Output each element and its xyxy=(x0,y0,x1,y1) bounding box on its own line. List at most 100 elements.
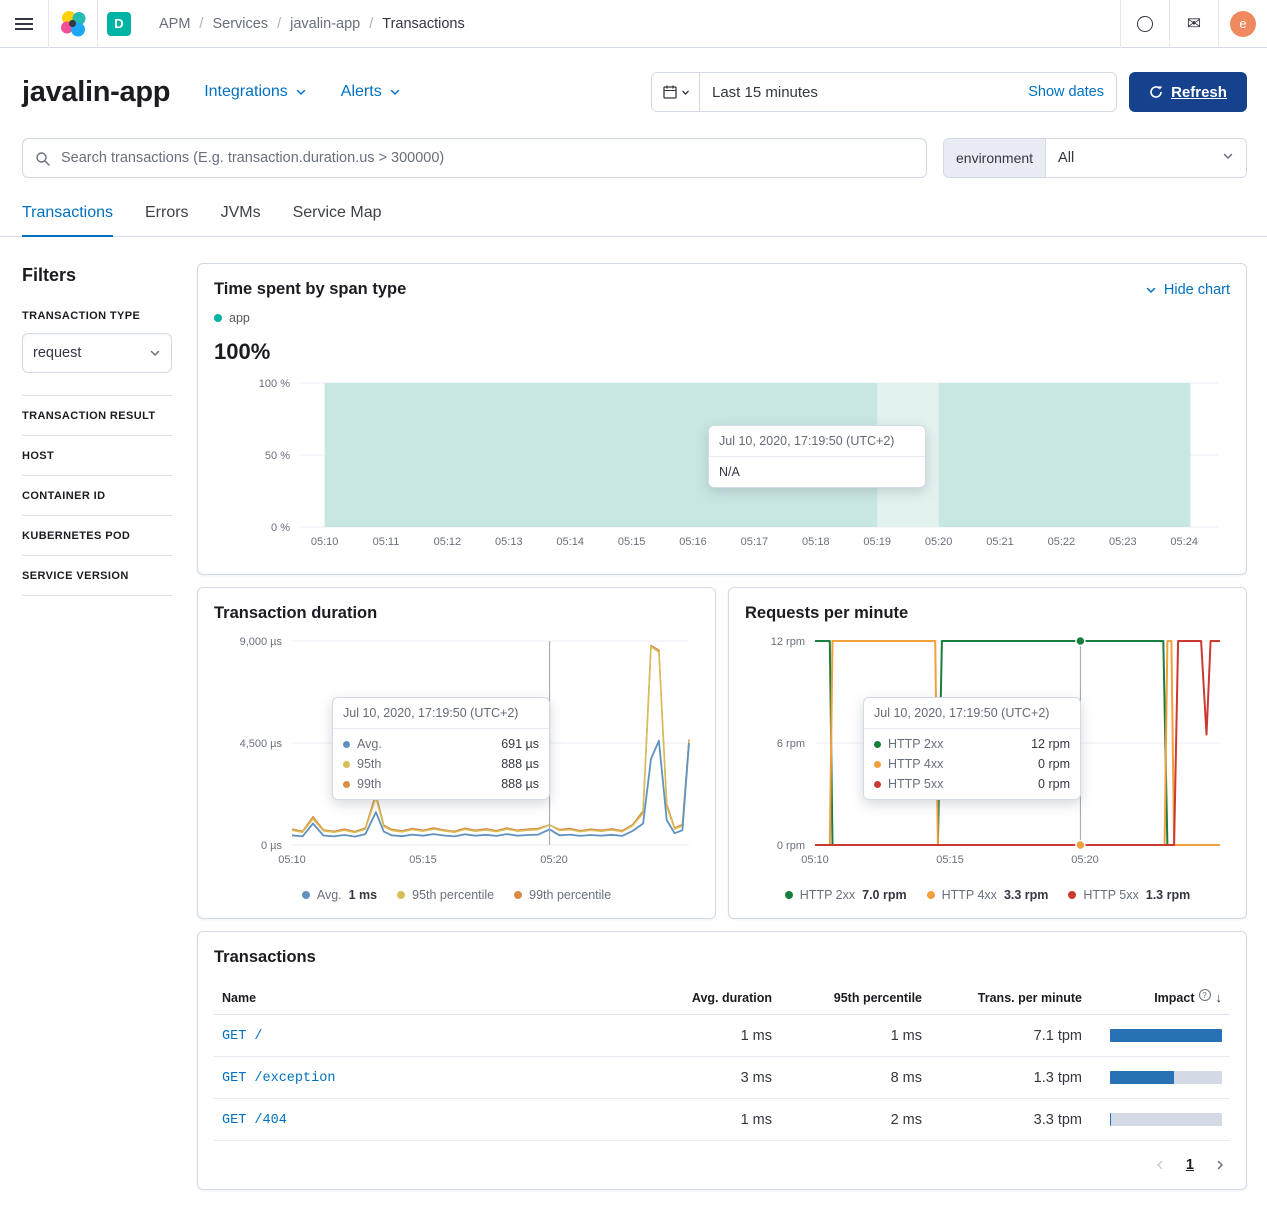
column-header-name[interactable]: Name xyxy=(214,981,650,1015)
table-row[interactable]: GET / 1 ms 1 ms 7.1 tpm xyxy=(214,1014,1230,1057)
breadcrumb-services[interactable]: Services xyxy=(212,15,269,32)
legend-item-http2xx[interactable]: HTTP 2xx 7.0 rpm xyxy=(784,888,907,902)
span-type-chart[interactable]: 100 % 50 % 0 % 05:10 05:11 05:12 05:13 05:14 05:… xyxy=(214,375,1230,558)
chart-tooltip: Jul 10, 2020, 17:19:50 (UTC+2) N/A xyxy=(708,425,926,488)
filter-section-transaction-result[interactable]: TRANSACTION RESULT xyxy=(22,396,172,436)
svg-text:05:20: 05:20 xyxy=(540,854,568,866)
filter-section-service-version[interactable]: SERVICE VERSION xyxy=(22,556,172,596)
elastic-logo-icon xyxy=(61,10,86,36)
series-dot xyxy=(343,760,350,768)
table-row[interactable]: GET /exception 3 ms 8 ms 1.3 tpm xyxy=(214,1056,1230,1099)
tooltip-row: 95th 888 µs xyxy=(333,754,549,774)
integrations-menu[interactable]: Integrations xyxy=(204,83,307,101)
legend-dot xyxy=(301,891,310,899)
transaction-duration-chart[interactable]: 9,000 µs 4,500 µs 0 µs 05:10 05:15 05:20 Jul … xyxy=(214,633,699,878)
svg-text:9,000 µs: 9,000 µs xyxy=(240,636,283,648)
tab-errors[interactable]: Errors xyxy=(145,204,189,221)
legend-dot xyxy=(514,891,523,899)
breadcrumb-service[interactable]: javalin-app xyxy=(290,15,361,32)
tab-service-map[interactable]: Service Map xyxy=(292,204,382,221)
help-button[interactable] xyxy=(1121,0,1169,48)
newsfeed-button[interactable]: ✉ xyxy=(1170,0,1218,48)
refresh-button[interactable]: Refresh xyxy=(1129,72,1247,112)
span-percent-value: 100% xyxy=(214,339,271,364)
legend-dot xyxy=(397,891,406,899)
impact-bar xyxy=(1098,1071,1222,1084)
transaction-link[interactable]: GET /404 xyxy=(222,1113,287,1128)
svg-text:0 µs: 0 µs xyxy=(261,840,283,852)
date-picker: Last 15 minutes Show dates xyxy=(651,72,1117,112)
legend-dot xyxy=(1068,891,1077,899)
svg-text:05:17: 05:17 xyxy=(741,536,769,548)
requests-per-minute-card: Requests per minute 12 rpm 6 rpm 0 rpm 05:1… xyxy=(728,587,1247,919)
tooltip-timestamp: Jul 10, 2020, 17:19:50 (UTC+2) xyxy=(864,698,1080,729)
column-header-tpm[interactable]: Trans. per minute xyxy=(930,981,1090,1015)
svg-text:05:23: 05:23 xyxy=(1109,536,1137,548)
legend-item-avg[interactable]: Avg. 1 ms xyxy=(301,888,377,902)
column-header-avg-duration[interactable]: Avg. duration xyxy=(650,981,780,1015)
service-tabs: Transactions Errors JVMs Service Map xyxy=(0,204,1267,237)
breadcrumb-separator: / xyxy=(369,15,374,32)
tooltip-row: HTTP 5xx 0 rpm xyxy=(864,774,1080,794)
tooltip-row: 99th 888 µs xyxy=(333,774,549,794)
chevron-down-icon xyxy=(681,90,689,95)
search-input[interactable] xyxy=(23,139,926,177)
next-page-button[interactable] xyxy=(1214,1159,1226,1171)
requests-per-minute-chart[interactable]: 12 rpm 6 rpm 0 rpm 05:10 05:15 05:20 Jul 10, … xyxy=(745,633,1230,878)
svg-text:05:20: 05:20 xyxy=(1071,854,1099,866)
divider xyxy=(1218,0,1219,48)
legend-item-app[interactable]: app xyxy=(214,311,1230,325)
calendar-button[interactable] xyxy=(652,73,700,111)
breadcrumb-apm[interactable]: APM xyxy=(159,15,191,32)
svg-text:05:22: 05:22 xyxy=(1048,536,1076,548)
duration-chart-title: Transaction duration xyxy=(214,604,378,622)
legend-item-http4xx[interactable]: HTTP 4xx 3.3 rpm xyxy=(926,888,1048,902)
environment-label: environment xyxy=(944,139,1047,177)
tab-jvms[interactable]: JVMs xyxy=(220,204,261,221)
column-header-impact[interactable]: Impact ? ↓ xyxy=(1090,981,1230,1015)
series-dot xyxy=(343,780,350,788)
svg-text:05:16: 05:16 xyxy=(679,536,707,548)
tab-transactions[interactable]: Transactions xyxy=(22,204,113,237)
legend-item-95th[interactable]: 95th percentile xyxy=(397,888,494,902)
legend-item-99th[interactable]: 99th percentile xyxy=(514,888,611,902)
column-header-95th[interactable]: 95th percentile xyxy=(780,981,930,1015)
help-icon xyxy=(1137,15,1153,32)
breadcrumb-separator: / xyxy=(199,15,204,32)
filter-section-container-id[interactable]: CONTAINER ID xyxy=(22,476,172,516)
prev-page-button[interactable] xyxy=(1154,1159,1166,1171)
duration-chart-canvas[interactable]: 9,000 µs 4,500 µs 0 µs 05:10 05:15 05:20 xyxy=(214,633,699,878)
time-range-button[interactable]: Last 15 minutes Show dates xyxy=(712,83,1104,101)
transaction-link[interactable]: GET / xyxy=(222,1029,263,1044)
environment-filter: environment All xyxy=(943,138,1247,178)
page-number[interactable]: 1 xyxy=(1185,1157,1194,1173)
hide-chart-button[interactable]: Hide chart xyxy=(1145,282,1230,298)
table-row[interactable]: GET /404 1 ms 2 ms 3.3 tpm xyxy=(214,1098,1230,1141)
legend-dot xyxy=(926,891,935,899)
elastic-logo[interactable] xyxy=(49,0,97,48)
filter-section-host[interactable]: HOST xyxy=(22,436,172,476)
search-icon xyxy=(35,151,51,172)
svg-text:05:15: 05:15 xyxy=(409,854,437,866)
user-menu-button[interactable]: e xyxy=(1219,0,1267,48)
filter-section-kubernetes-pod[interactable]: KUBERNETES POD xyxy=(22,516,172,556)
environment-select[interactable]: All xyxy=(1046,139,1246,177)
divider xyxy=(1169,0,1170,48)
chart-tooltip: Jul 10, 2020, 17:19:50 (UTC+2) HTTP 2xx 1… xyxy=(863,697,1081,800)
svg-text:05:14: 05:14 xyxy=(556,536,584,548)
legend-item-http5xx[interactable]: HTTP 5xx 1.3 rpm xyxy=(1068,888,1190,902)
series-dot xyxy=(874,760,881,768)
tooltip-timestamp: Jul 10, 2020, 17:19:50 (UTC+2) xyxy=(709,426,925,457)
show-dates-button[interactable]: Show dates xyxy=(1028,84,1104,100)
sort-desc-icon: ↓ xyxy=(1215,990,1223,1005)
transaction-type-select[interactable]: request xyxy=(22,333,172,373)
svg-text:05:21: 05:21 xyxy=(986,536,1014,548)
transaction-link[interactable]: GET /exception xyxy=(222,1071,336,1086)
transaction-type-label: TRANSACTION TYPE xyxy=(22,310,141,322)
alerts-menu[interactable]: Alerts xyxy=(341,83,401,101)
svg-text:05:10: 05:10 xyxy=(801,854,829,866)
span-chart-title: Time spent by span type xyxy=(214,280,407,298)
tooltip-row: HTTP 2xx 12 rpm xyxy=(864,734,1080,754)
menu-button[interactable] xyxy=(0,0,48,48)
deployment-badge[interactable]: D xyxy=(107,11,131,36)
